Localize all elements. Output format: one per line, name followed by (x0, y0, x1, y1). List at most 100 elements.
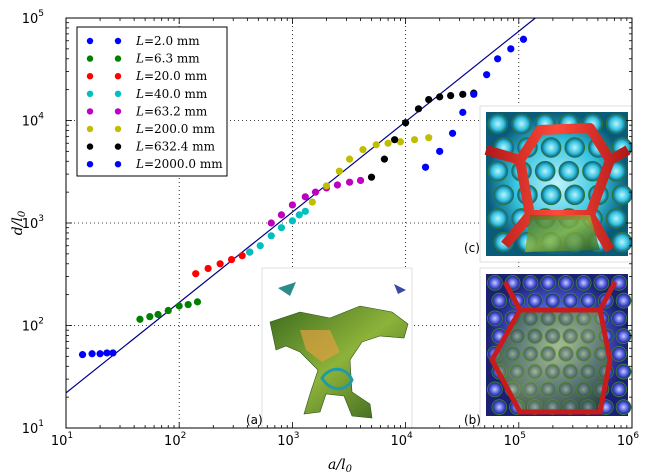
inset-a: (a) (246, 267, 413, 429)
axis-tick-labels: 101 102 103 104 105 106 101 102 103 104 105 (22, 9, 640, 449)
data-point (425, 95, 433, 104)
data-point (192, 270, 200, 278)
data-point (483, 71, 491, 79)
legend-entry-label: L=200.0 mm (135, 122, 216, 136)
legend-marker (114, 108, 122, 115)
data-point (103, 349, 111, 357)
y-tick-label: 101 (22, 419, 44, 437)
foam-cell (611, 310, 627, 327)
legend-entry-label: L=6.3 mm (135, 52, 200, 66)
data-point (519, 35, 528, 43)
data-point (301, 207, 309, 215)
x-tick-label: 101 (51, 431, 73, 449)
data-point (345, 155, 354, 163)
foam-cell (611, 381, 627, 398)
data-point (425, 134, 433, 142)
data-point (193, 298, 202, 306)
axis-ticks (65, 18, 632, 429)
legend-marker (86, 143, 94, 150)
legend-entry-label: L=20.0 mm (135, 69, 208, 83)
x-tick-label: 106 (617, 431, 640, 449)
data-point (154, 310, 162, 319)
data-point (396, 138, 405, 146)
data-point (414, 105, 423, 113)
foam-cell (491, 399, 508, 415)
data-point (146, 313, 154, 321)
data-point (288, 201, 296, 209)
data-point (359, 146, 367, 154)
legend-marker (86, 90, 94, 98)
foam-cell (540, 184, 562, 206)
y-tick-label: 105 (22, 9, 44, 27)
legend-marker (114, 90, 122, 98)
data-point (436, 147, 444, 155)
foam-cell (491, 292, 508, 309)
legend-marker (86, 55, 94, 62)
foam-cell (558, 275, 574, 291)
data-point (277, 211, 286, 219)
x-tick-label: 104 (390, 431, 413, 449)
foam-cell (540, 275, 556, 291)
data-point (345, 178, 354, 186)
inset-c: (c) (464, 105, 633, 263)
inset-a-corner-tl (278, 282, 296, 296)
foam-cell (487, 160, 509, 182)
data-point (436, 93, 444, 101)
legend-marker (114, 125, 122, 133)
foam-cell (611, 231, 633, 253)
foam-cell (544, 292, 561, 309)
foam-cell (540, 137, 562, 158)
data-point (267, 232, 275, 240)
inset-b-ridge-frame (489, 307, 613, 415)
data-point (301, 193, 309, 201)
foam-cell (534, 160, 556, 182)
legend-entry-label: L=40.0 mm (135, 87, 208, 101)
data-point (311, 188, 320, 196)
data-point (175, 302, 183, 310)
x-tick-label: 102 (164, 431, 186, 449)
foam-cell (611, 346, 627, 362)
foam-cell (493, 184, 515, 206)
data-point (238, 252, 246, 260)
legend-marker (114, 73, 122, 80)
legend-marker (114, 161, 122, 168)
foam-cell (487, 381, 503, 398)
data-point (78, 351, 87, 359)
y-tick-label: 104 (22, 112, 45, 130)
data-point (335, 167, 343, 175)
inset-b: (b) (464, 267, 633, 429)
foam-cell (605, 208, 627, 229)
data-point (333, 181, 342, 189)
data-point (295, 211, 303, 219)
data-point (459, 90, 467, 98)
data-point (356, 176, 365, 185)
foam-cell (605, 113, 627, 135)
data-point (164, 306, 172, 315)
y-tick-label: 102 (22, 317, 44, 335)
fit-line-group (66, 18, 536, 394)
foam-cell (593, 275, 610, 291)
foam-cell (615, 363, 632, 380)
data-point (96, 350, 104, 358)
legend-marker (86, 161, 94, 168)
data-point (277, 224, 286, 232)
data-point (204, 264, 212, 273)
data-point (308, 198, 316, 206)
data-point (367, 173, 376, 181)
foam-cell (487, 275, 503, 291)
foam-cell (522, 275, 539, 291)
data-point (267, 219, 275, 227)
legend-marker (86, 37, 94, 45)
y-axis-label: d/l0 (10, 210, 28, 235)
data-point (256, 242, 264, 250)
foam-cell (615, 292, 632, 309)
data-point (470, 90, 478, 98)
data-point (184, 300, 192, 309)
foam-cell (558, 160, 580, 182)
legend-marker (114, 37, 122, 45)
data-point (384, 139, 392, 147)
foam-cell (526, 292, 543, 309)
data-point (448, 129, 457, 137)
data-point (380, 155, 389, 163)
legend-box (76, 26, 228, 177)
